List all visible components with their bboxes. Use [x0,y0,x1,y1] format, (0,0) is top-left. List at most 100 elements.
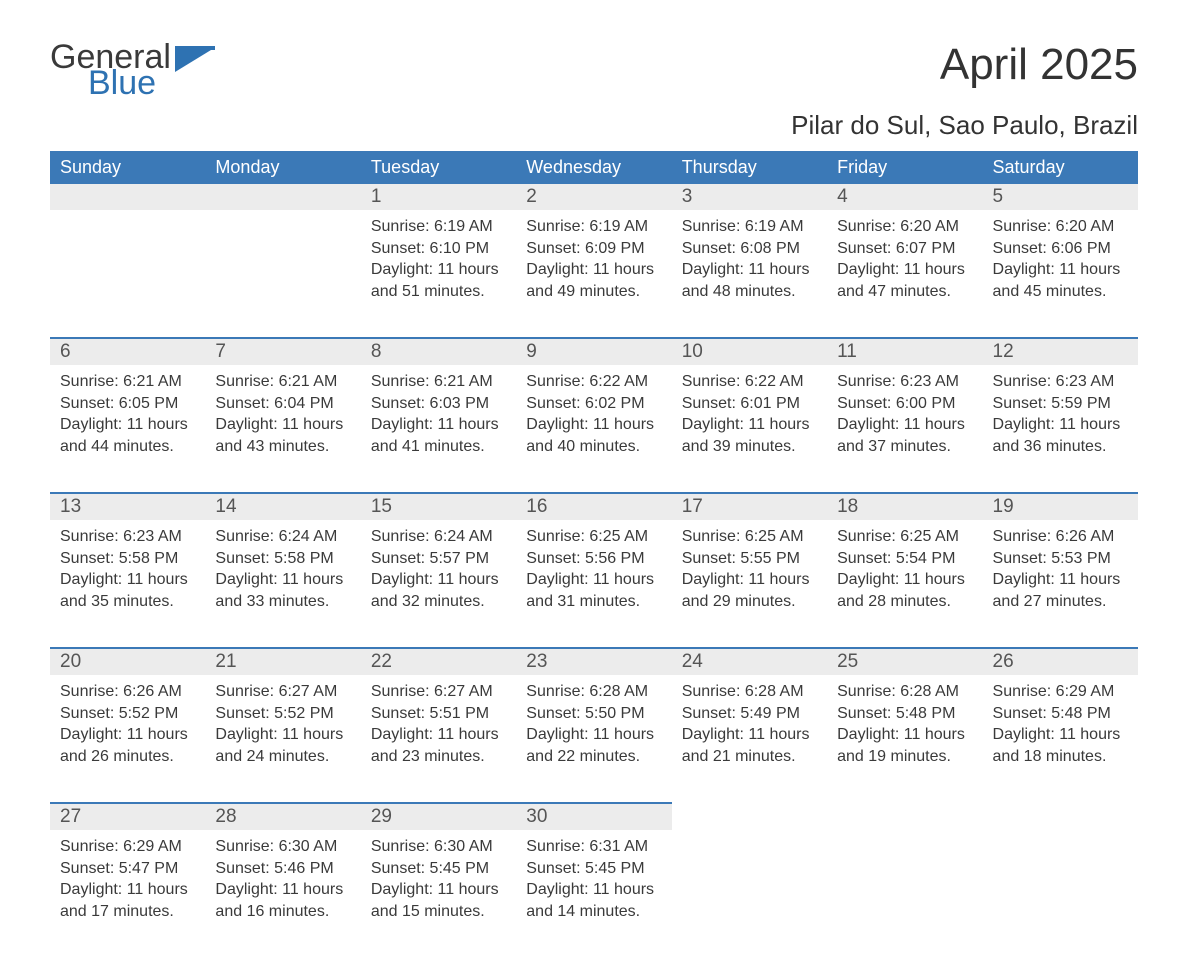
sunset-text: Sunset: 5:51 PM [371,703,506,725]
day-content-row: Sunrise: 6:23 AMSunset: 5:58 PM Daylight:… [50,520,1138,648]
daylight-line1: Daylight: 11 hours [682,569,817,591]
sunset-text: Sunset: 6:04 PM [215,393,350,415]
sunrise-text: Sunrise: 6:23 AM [60,526,195,548]
day-content-cell: Sunrise: 6:26 AMSunset: 5:53 PMDaylight:… [983,520,1138,648]
logo-text-blue: Blue [88,66,171,100]
day-content-cell: Sunrise: 6:23 AMSunset: 5:59 PMDaylight:… [983,365,1138,493]
daylight-line2: and 31 minutes. [526,591,661,613]
sunrise-text: Sunrise: 6:19 AM [682,216,817,238]
day-number-cell: 13 [50,493,205,520]
day-content-cell: Sunrise: 6:30 AMSunset: 5:45 PMDaylight:… [361,830,516,958]
day-number-row: 12345 [50,184,1138,210]
day-content-cell: Sunrise: 6:29 AMSunset: 5:48 PMDaylight:… [983,675,1138,803]
daylight-line1: Daylight: 11 hours [682,259,817,281]
daylight-line1: Daylight: 11 hours [60,724,195,746]
day-content-cell: Sunrise: 6:24 AMSunset: 5:58 PMDaylight:… [205,520,360,648]
daylight-line2: and 45 minutes. [993,281,1128,303]
day-number-cell: 12 [983,338,1138,365]
day-content-cell [205,210,360,338]
day-number-cell: 8 [361,338,516,365]
day-content-cell: Sunrise: 6:27 AMSunset: 5:52 PMDaylight:… [205,675,360,803]
sunrise-text: Sunrise: 6:23 AM [837,371,972,393]
daylight-line2: and 33 minutes. [215,591,350,613]
daylight-line2: and 23 minutes. [371,746,506,768]
sunrise-text: Sunrise: 6:24 AM [371,526,506,548]
sunset-text: Sunset: 5:58 PM [60,548,195,570]
day-number-cell: 22 [361,648,516,675]
daylight-line1: Daylight: 11 hours [682,414,817,436]
weekday-header: Thursday [672,151,827,184]
daylight-line1: Daylight: 11 hours [526,879,661,901]
day-content-cell: Sunrise: 6:24 AMSunset: 5:57 PMDaylight:… [361,520,516,648]
daylight-line1: Daylight: 11 hours [837,569,972,591]
daylight-line1: Daylight: 11 hours [993,259,1128,281]
day-number-cell [672,803,827,830]
day-content-cell: Sunrise: 6:28 AMSunset: 5:49 PMDaylight:… [672,675,827,803]
day-content-cell [672,830,827,958]
day-number-cell: 5 [983,184,1138,210]
daylight-line2: and 48 minutes. [682,281,817,303]
day-number-row: 20212223242526 [50,648,1138,675]
daylight-line1: Daylight: 11 hours [993,414,1128,436]
day-content-row: Sunrise: 6:26 AMSunset: 5:52 PMDaylight:… [50,675,1138,803]
weekday-header: Monday [205,151,360,184]
day-content-cell: Sunrise: 6:25 AMSunset: 5:54 PMDaylight:… [827,520,982,648]
daylight-line1: Daylight: 11 hours [215,569,350,591]
day-content-cell: Sunrise: 6:23 AMSunset: 5:58 PMDaylight:… [50,520,205,648]
daylight-line2: and 39 minutes. [682,436,817,458]
weekday-header-row: SundayMondayTuesdayWednesdayThursdayFrid… [50,151,1138,184]
day-number-cell: 7 [205,338,360,365]
daylight-line1: Daylight: 11 hours [526,569,661,591]
sunrise-text: Sunrise: 6:20 AM [993,216,1128,238]
daylight-line2: and 51 minutes. [371,281,506,303]
daylight-line2: and 44 minutes. [60,436,195,458]
day-number-row: 6789101112 [50,338,1138,365]
sunset-text: Sunset: 5:54 PM [837,548,972,570]
sunset-text: Sunset: 6:05 PM [60,393,195,415]
weekday-header: Saturday [983,151,1138,184]
sunrise-text: Sunrise: 6:30 AM [215,836,350,858]
day-number-cell: 21 [205,648,360,675]
weekday-header: Friday [827,151,982,184]
day-number-cell [50,184,205,210]
daylight-line1: Daylight: 11 hours [526,259,661,281]
day-content-cell: Sunrise: 6:22 AMSunset: 6:02 PMDaylight:… [516,365,671,493]
day-number-cell: 11 [827,338,982,365]
day-number-cell: 15 [361,493,516,520]
daylight-line2: and 28 minutes. [837,591,972,613]
sunrise-text: Sunrise: 6:23 AM [993,371,1128,393]
sunset-text: Sunset: 5:45 PM [371,858,506,880]
daylight-line1: Daylight: 11 hours [993,724,1128,746]
day-content-row: Sunrise: 6:21 AMSunset: 6:05 PMDaylight:… [50,365,1138,493]
location-subtitle: Pilar do Sul, Sao Paulo, Brazil [50,110,1138,141]
daylight-line2: and 27 minutes. [993,591,1128,613]
daylight-line2: and 29 minutes. [682,591,817,613]
day-content-cell: Sunrise: 6:22 AMSunset: 6:01 PMDaylight:… [672,365,827,493]
sunrise-text: Sunrise: 6:29 AM [993,681,1128,703]
daylight-line2: and 35 minutes. [60,591,195,613]
day-content-cell: Sunrise: 6:30 AMSunset: 5:46 PMDaylight:… [205,830,360,958]
day-number-cell: 1 [361,184,516,210]
sunset-text: Sunset: 6:00 PM [837,393,972,415]
sunrise-text: Sunrise: 6:19 AM [526,216,661,238]
day-content-cell [50,210,205,338]
day-content-cell: Sunrise: 6:25 AMSunset: 5:56 PMDaylight:… [516,520,671,648]
sunrise-text: Sunrise: 6:29 AM [60,836,195,858]
daylight-line2: and 18 minutes. [993,746,1128,768]
weekday-header: Tuesday [361,151,516,184]
daylight-line1: Daylight: 11 hours [215,414,350,436]
daylight-line2: and 47 minutes. [837,281,972,303]
day-number-cell: 26 [983,648,1138,675]
sunset-text: Sunset: 5:48 PM [993,703,1128,725]
sunrise-text: Sunrise: 6:22 AM [682,371,817,393]
sunrise-text: Sunrise: 6:31 AM [526,836,661,858]
calendar-table: SundayMondayTuesdayWednesdayThursdayFrid… [50,151,1138,958]
day-content-cell: Sunrise: 6:28 AMSunset: 5:50 PMDaylight:… [516,675,671,803]
header: General Blue April 2025 [50,40,1138,100]
sunset-text: Sunset: 5:55 PM [682,548,817,570]
day-content-cell [983,830,1138,958]
day-content-cell: Sunrise: 6:20 AMSunset: 6:07 PMDaylight:… [827,210,982,338]
daylight-line2: and 17 minutes. [60,901,195,923]
day-number-cell: 20 [50,648,205,675]
daylight-line1: Daylight: 11 hours [837,259,972,281]
